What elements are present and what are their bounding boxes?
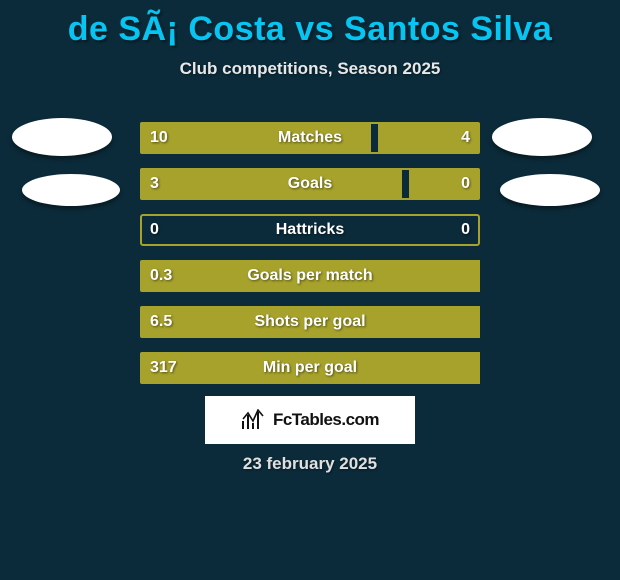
logo-box: FcTables.com [205,396,415,444]
metric-row: 104Matches [140,122,480,154]
player-avatar-right-3 [500,174,600,206]
page-subtitle: Club competitions, Season 2025 [0,59,620,79]
metric-label: Goals [140,168,480,200]
metric-label: Hattricks [140,214,480,246]
metric-label: Min per goal [140,352,480,384]
player-avatar-left-0 [12,118,112,156]
metric-row: 317Min per goal [140,352,480,384]
metric-row: 30Goals [140,168,480,200]
page-title: de SÃ¡ Costa vs Santos Silva [0,0,620,49]
metric-label: Shots per goal [140,306,480,338]
footer-date: 23 february 2025 [0,454,620,474]
player-avatar-right-2 [492,118,592,156]
metric-label: Goals per match [140,260,480,292]
comparison-chart: 104Matches 30Goals 00Hattricks 0.3Goals per… [140,122,480,398]
metric-row: 00Hattricks [140,214,480,246]
logo-text: FcTables.com [273,410,379,430]
metric-row: 0.3Goals per match [140,260,480,292]
bars-icon [241,409,267,431]
metric-label: Matches [140,122,480,154]
player-avatar-left-1 [22,174,120,206]
metric-row: 6.5Shots per goal [140,306,480,338]
